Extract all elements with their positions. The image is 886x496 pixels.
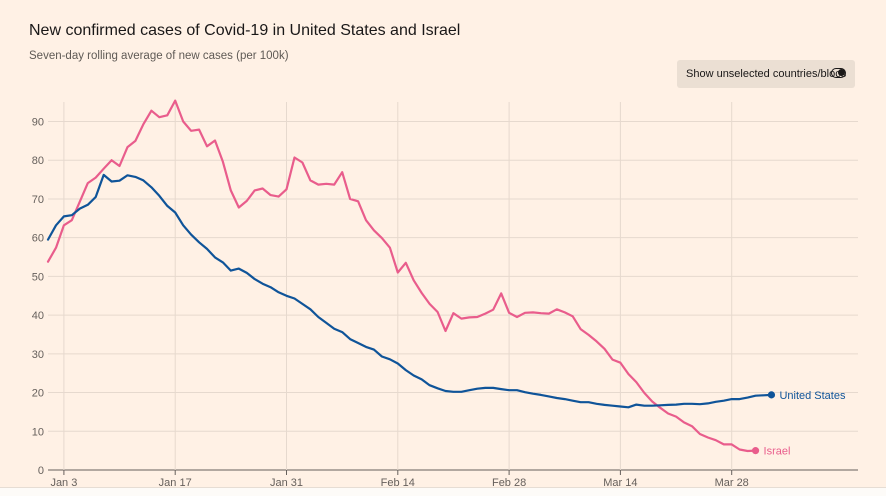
x-tick-label-mar-28: Mar 28 [715, 477, 749, 489]
vertical-gridlines [63, 102, 733, 475]
y-tick-label-50: 50 [32, 271, 44, 283]
israel-label: Israel [764, 446, 791, 458]
x-tick-label-feb-14: Feb 14 [381, 477, 415, 489]
y-tick-label-40: 40 [32, 310, 44, 322]
united-states-line [46, 173, 773, 409]
toggle-knob [838, 69, 845, 76]
israel-line [46, 99, 757, 453]
y-tick-label-70: 70 [32, 194, 44, 206]
israel-end-marker [751, 447, 760, 455]
y-tick-label-20: 20 [32, 388, 44, 400]
show-unselected-toggle-button[interactable]: Show unselected countries/blocs [677, 60, 855, 88]
y-tick-label-0: 0 [38, 465, 44, 477]
y-tick-label-10: 10 [32, 426, 44, 438]
y-tick-label-60: 60 [32, 233, 44, 245]
united-states-label: United States [779, 390, 846, 402]
series-end-markers: Israel United States [751, 390, 846, 458]
x-axis-labels: Jan 3 Jan 17 Jan 31 Feb 14 Feb 28 Mar 14 Mar 2… [50, 477, 748, 489]
bottom-strip [0, 487, 886, 496]
x-tick-label-jan-31: Jan 31 [270, 477, 303, 489]
toggle-label: Show unselected countries/blocs [686, 68, 847, 80]
chart-title: New confirmed cases of Covid-19 in Unite… [29, 22, 461, 39]
y-tick-label-80: 80 [32, 155, 44, 167]
series-lines [46, 99, 773, 453]
y-axis-labels: 0 10 20 30 40 50 60 70 80 90 [32, 117, 44, 478]
x-tick-label-mar-14: Mar 14 [603, 477, 637, 489]
toggle-switch-icon[interactable] [831, 68, 846, 78]
y-tick-label-90: 90 [32, 117, 44, 129]
chart-subtitle: Seven-day rolling average of new cases (… [29, 50, 289, 62]
x-tick-label-feb-28: Feb 28 [492, 477, 526, 489]
united-states-end-marker [767, 391, 776, 399]
horizontal-gridlines [48, 121, 858, 471]
x-tick-label-jan-3: Jan 3 [50, 477, 77, 489]
y-tick-label-30: 30 [32, 349, 44, 361]
x-tick-label-jan-17: Jan 17 [159, 477, 192, 489]
